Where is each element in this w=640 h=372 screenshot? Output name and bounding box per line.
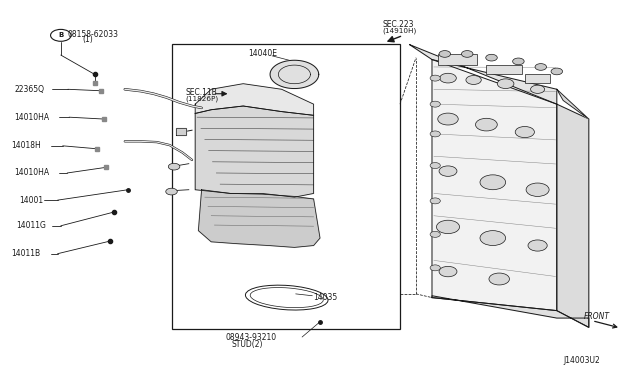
- Text: 14035: 14035: [314, 293, 338, 302]
- Circle shape: [480, 175, 506, 190]
- Circle shape: [513, 58, 524, 65]
- Text: 14010HA: 14010HA: [14, 169, 49, 177]
- Circle shape: [166, 188, 177, 195]
- Polygon shape: [270, 60, 319, 89]
- Text: (11826P): (11826P): [186, 95, 219, 102]
- Circle shape: [528, 240, 547, 251]
- Circle shape: [497, 79, 514, 89]
- Text: 08158-62033: 08158-62033: [67, 30, 118, 39]
- Polygon shape: [432, 60, 557, 311]
- Text: 14010HA: 14010HA: [14, 113, 49, 122]
- Circle shape: [466, 76, 481, 84]
- Circle shape: [515, 126, 534, 138]
- Text: 22365Q: 22365Q: [14, 85, 44, 94]
- Text: 14011B: 14011B: [12, 249, 41, 258]
- Text: FRONT: FRONT: [584, 312, 610, 321]
- Polygon shape: [432, 296, 589, 327]
- Circle shape: [535, 64, 547, 70]
- Circle shape: [430, 163, 440, 169]
- Circle shape: [439, 51, 451, 57]
- Circle shape: [430, 231, 440, 237]
- Polygon shape: [195, 106, 314, 197]
- Circle shape: [439, 166, 457, 176]
- Circle shape: [436, 220, 460, 234]
- Circle shape: [526, 183, 549, 196]
- Circle shape: [476, 118, 497, 131]
- Text: SEC.11B: SEC.11B: [186, 88, 218, 97]
- Text: B: B: [58, 32, 63, 38]
- Bar: [525, 74, 550, 83]
- Circle shape: [480, 231, 506, 246]
- Circle shape: [430, 265, 440, 271]
- Circle shape: [430, 75, 440, 81]
- Polygon shape: [410, 45, 557, 104]
- Circle shape: [430, 131, 440, 137]
- Circle shape: [486, 54, 497, 61]
- Polygon shape: [198, 190, 320, 247]
- Text: 14040E: 14040E: [248, 49, 277, 58]
- Text: 08943-93210: 08943-93210: [225, 333, 276, 341]
- Text: SEC.223: SEC.223: [383, 20, 414, 29]
- Text: 14018H: 14018H: [12, 141, 41, 150]
- Circle shape: [531, 85, 545, 93]
- Circle shape: [439, 266, 457, 277]
- Circle shape: [551, 68, 563, 75]
- Text: J14003U2: J14003U2: [563, 356, 600, 365]
- Text: 14011G: 14011G: [16, 221, 46, 230]
- Circle shape: [430, 198, 440, 204]
- Polygon shape: [557, 104, 589, 327]
- Polygon shape: [176, 128, 186, 135]
- Circle shape: [168, 163, 180, 170]
- Bar: [486, 65, 522, 74]
- Text: 14001: 14001: [19, 196, 44, 205]
- Polygon shape: [557, 89, 589, 119]
- Text: (1): (1): [82, 35, 93, 44]
- Bar: [438, 54, 477, 65]
- Circle shape: [461, 51, 473, 57]
- Circle shape: [440, 73, 456, 83]
- Text: (14910H): (14910H): [383, 27, 417, 34]
- Circle shape: [489, 273, 509, 285]
- Polygon shape: [195, 84, 314, 115]
- Circle shape: [438, 113, 458, 125]
- Text: STUD(2): STUD(2): [232, 340, 263, 349]
- Bar: [172, 44, 400, 329]
- Circle shape: [430, 101, 440, 107]
